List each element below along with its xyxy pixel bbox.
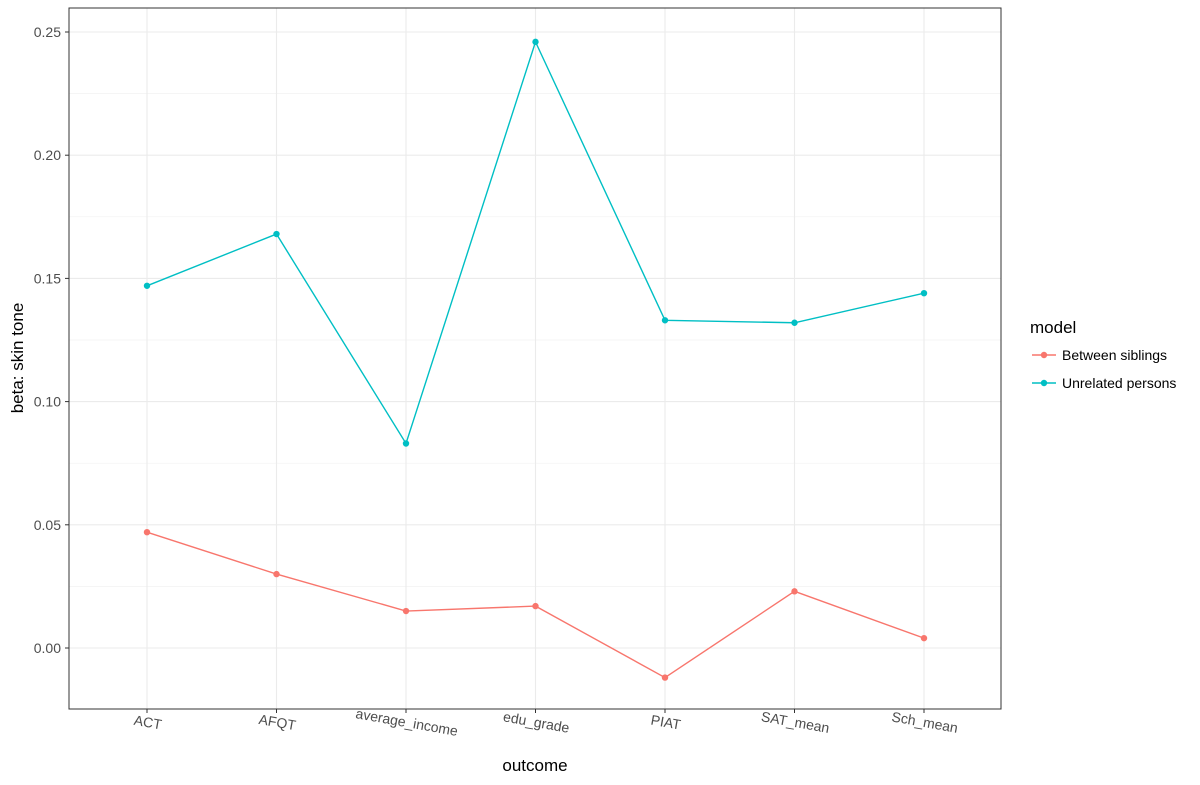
data-point-0-2 — [402, 607, 410, 615]
data-point-1-4 — [661, 317, 669, 324]
y-tick-label-4: 0.20 — [34, 147, 61, 163]
data-point-1-6 — [920, 289, 928, 297]
y-tick-label-0: 0.00 — [34, 640, 61, 656]
data-point-1-2 — [402, 440, 410, 447]
data-point-0-0 — [143, 528, 151, 536]
data-point-1-1 — [273, 230, 280, 238]
y-tick-label-1: 0.05 — [34, 517, 61, 533]
data-point-0-3 — [532, 602, 539, 610]
legend-label-0: Between siblings — [1062, 347, 1167, 363]
x-axis-title: outcome — [502, 756, 567, 775]
x-tick-label-4: PIAT — [650, 712, 683, 733]
data-point-1-5 — [791, 319, 798, 326]
x-tick-label-0: ACT — [133, 712, 164, 733]
y-axis-title: beta: skin tone — [8, 303, 27, 414]
y-tick-label-5: 0.25 — [34, 24, 61, 40]
legend-key-point-0 — [1040, 351, 1048, 359]
data-point-0-5 — [791, 588, 798, 595]
legend-label-1: Unrelated persons — [1062, 375, 1176, 391]
x-tick-label-1: AFQT — [258, 711, 298, 733]
data-point-0-4 — [661, 674, 669, 681]
data-point-1-3 — [532, 38, 539, 46]
data-point-0-1 — [273, 570, 280, 578]
y-tick-label-2: 0.10 — [34, 394, 61, 410]
legend-key-point-1 — [1040, 379, 1048, 387]
legend-title: model — [1030, 318, 1076, 337]
data-point-1-0 — [143, 282, 151, 289]
data-point-0-6 — [920, 634, 928, 642]
y-tick-label-3: 0.15 — [34, 270, 61, 286]
legend: model Between siblings Unrelated persons — [1030, 318, 1176, 391]
